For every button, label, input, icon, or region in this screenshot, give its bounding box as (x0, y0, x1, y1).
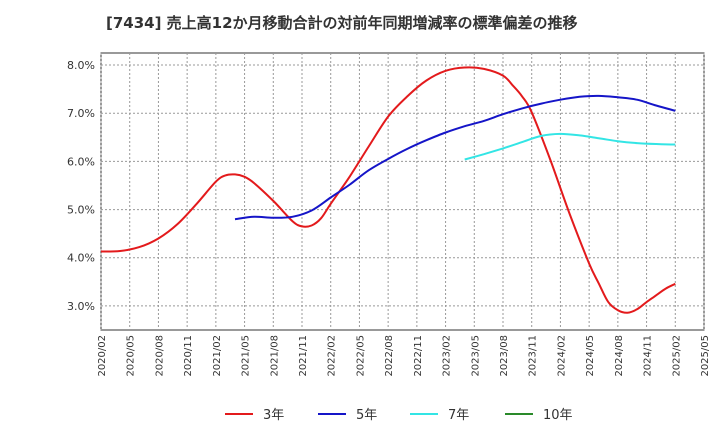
legend-label: 10年 (543, 408, 573, 423)
x-tick-label: 2023/02 (442, 335, 453, 377)
x-tick-label: 2021/08 (269, 335, 280, 377)
x-tick-label: 2025/02 (671, 335, 682, 377)
y-tick-label: 3.0% (67, 300, 95, 313)
plot-area (100, 52, 705, 331)
x-tick-label: 2022/02 (327, 335, 338, 377)
x-tick-label: 2024/02 (556, 335, 567, 377)
x-tick-label: 2024/11 (643, 335, 654, 377)
chart-title: [7434] 売上高12か月移動合計の対前年同期増減率の標準偏差の推移 (106, 14, 578, 32)
x-tick-label: 2020/05 (126, 335, 137, 377)
x-tick-label: 2021/11 (298, 335, 309, 377)
grid (100, 53, 705, 330)
series-lines (100, 66, 676, 314)
x-tick-label: 2024/08 (614, 335, 625, 377)
legend: 3年 5年 7年 10年 (225, 408, 573, 423)
legend-label: 5年 (356, 408, 377, 423)
x-tick-label: 2023/05 (470, 335, 481, 377)
y-tick-label: 6.0% (67, 155, 95, 168)
x-tick-label: 2023/11 (528, 335, 539, 377)
x-tick-label: 2024/05 (585, 335, 596, 377)
x-tick-label: 2025/05 (700, 335, 711, 377)
series-line-2 (464, 132, 676, 161)
series-line-0 (100, 66, 676, 314)
x-tick-label: 2022/08 (384, 335, 395, 377)
x-tick-label: 2023/08 (499, 335, 510, 377)
y-tick-label: 4.0% (67, 252, 95, 265)
x-axis: 2020/02 2020/05 2020/08 2020/11 2021/02 2021/… (97, 335, 711, 377)
x-tick-label: 2020/08 (154, 335, 165, 377)
legend-label: 7年 (448, 408, 469, 423)
x-tick-label: 2021/05 (241, 335, 252, 377)
x-tick-label: 2022/11 (413, 335, 424, 377)
x-tick-label: 2021/02 (212, 335, 223, 377)
x-tick-label: 2020/02 (97, 335, 108, 377)
y-tick-label: 7.0% (67, 107, 95, 120)
legend-label: 3年 (263, 408, 284, 423)
y-axis: 3.0% 4.0% 5.0% 6.0% 7.0% 8.0% (67, 59, 95, 313)
y-tick-label: 5.0% (67, 204, 95, 217)
y-tick-label: 8.0% (67, 59, 95, 72)
x-tick-label: 2020/11 (183, 335, 194, 377)
x-tick-label: 2022/05 (355, 335, 366, 377)
series-line-1 (234, 94, 676, 221)
